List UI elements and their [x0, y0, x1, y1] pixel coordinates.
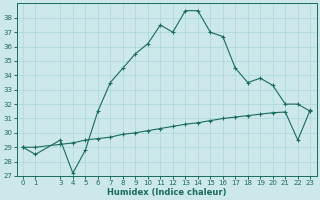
X-axis label: Humidex (Indice chaleur): Humidex (Indice chaleur) — [107, 188, 226, 197]
